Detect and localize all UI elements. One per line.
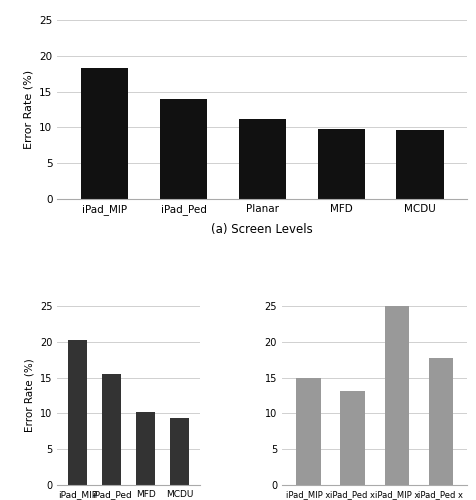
Bar [238, 120, 286, 199]
Bar [159, 98, 207, 199]
Bar [396, 130, 443, 199]
Bar [68, 340, 87, 485]
Bar [170, 418, 188, 485]
Bar [340, 390, 364, 485]
Bar [428, 358, 452, 485]
Y-axis label: Error Rate (%): Error Rate (%) [23, 70, 33, 149]
Y-axis label: Error Rate (%): Error Rate (%) [24, 358, 34, 432]
Bar [296, 378, 320, 485]
Bar [384, 302, 408, 485]
X-axis label: (a) Screen Levels: (a) Screen Levels [211, 223, 313, 236]
Bar [317, 128, 364, 199]
Bar [81, 68, 128, 199]
Bar [102, 374, 121, 485]
Bar [136, 412, 155, 485]
